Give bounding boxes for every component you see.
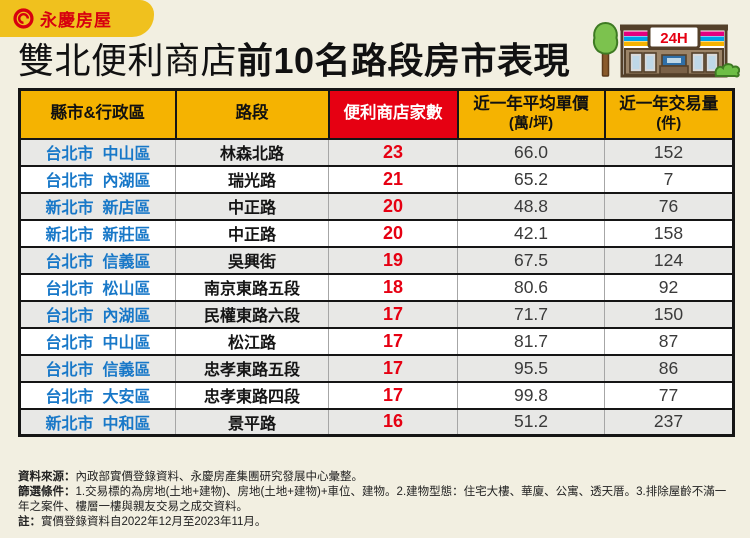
cell-avg-price: 42.1 [457,218,605,247]
brand-badge: 永慶房屋 [0,0,154,37]
cell-avg-price: 66.0 [457,137,605,166]
cell-road: 松江路 [175,326,329,355]
cell-volume: 152 [604,137,734,166]
cell-road: 吳興街 [175,245,329,274]
table-row: 台北市 大安區 忠孝東路四段 17 99.8 77 [19,380,734,409]
tree-icon [592,21,619,77]
cell-store-count: 18 [328,272,458,301]
footnotes: 資料來源：內政部實價登錄資料、永慶房產集團研究發展中心彙整。篩選條件：1.交易標… [18,470,734,530]
cell-city-district: 台北市 內湖區 [19,299,176,328]
cell-store-count: 21 [328,164,458,193]
cell-avg-price: 80.6 [457,272,605,301]
col-header-store-count: 便利商店家數 [327,88,459,140]
cell-city-district: 台北市 松山區 [19,272,176,301]
cell-volume: 158 [604,218,734,247]
cell-store-count: 20 [328,218,458,247]
cell-volume: 76 [604,191,734,220]
cell-city-district: 新北市 中和區 [19,407,176,436]
title-bold-part: 前10名路段房市表現 [237,40,571,81]
table-header-row: 縣市&行政區 路段 便利商店家數 近一年平均單價 (萬/坪) 近一年交易量 (件) [18,88,735,140]
cell-store-count: 19 [328,245,458,274]
cell-avg-price: 51.2 [457,407,605,436]
cell-city-district: 台北市 大安區 [19,380,176,409]
cell-volume: 87 [604,326,734,355]
yungching-logo-icon [13,8,34,29]
bush-icon [714,63,740,78]
cell-road: 中正路 [175,218,329,247]
title-regular-part: 雙北便利商店 [18,40,238,81]
table-row: 新北市 新店區 中正路 20 48.8 76 [19,191,734,220]
ranking-table: 縣市&行政區 路段 便利商店家數 近一年平均單價 (萬/坪) 近一年交易量 (件) … [18,88,735,437]
cell-city-district: 台北市 信義區 [19,245,176,274]
cell-store-count: 17 [328,326,458,355]
cell-road: 民權東路六段 [175,299,329,328]
cell-road: 林森北路 [175,137,329,166]
cell-volume: 77 [604,380,734,409]
footnote-line: 篩選條件：1.交易標的為房地(土地+建物)、房地(土地+建物)+車位、建物。2.… [18,486,727,513]
table-body: 台北市 中山區 林森北路 23 66.0 152 台北市 內湖區 瑞光路 21 65.2 7 新北市 新店… [19,137,734,436]
col-header-volume: 近一年交易量 (件) [603,88,735,140]
table-row: 新北市 中和區 景平路 16 51.2 237 [19,407,734,436]
cell-volume: 7 [604,164,734,193]
cell-city-district: 新北市 新店區 [19,191,176,220]
cell-city-district: 台北市 中山區 [19,137,176,166]
cell-store-count: 17 [328,380,458,409]
cell-road: 忠孝東路五段 [175,353,329,382]
cell-city-district: 台北市 中山區 [19,326,176,355]
cell-volume: 92 [604,272,734,301]
cell-avg-price: 71.7 [457,299,605,328]
cell-road: 忠孝東路四段 [175,380,329,409]
table-row: 台北市 內湖區 瑞光路 21 65.2 7 [19,164,734,193]
cell-avg-price: 67.5 [457,245,605,274]
cell-store-count: 17 [328,353,458,382]
cell-volume: 124 [604,245,734,274]
cell-store-count: 16 [328,407,458,436]
table-row: 台北市 內湖區 民權東路六段 17 71.7 150 [19,299,734,328]
table-row: 台北市 松山區 南京東路五段 18 80.6 92 [19,272,734,301]
page-title: 雙北便利商店前10名路段房市表現 [18,32,570,84]
cell-volume: 237 [604,407,734,436]
cell-city-district: 台北市 內湖區 [19,164,176,193]
footnote-line: 註：實價登錄資料自2022年12月至2023年11月。 [18,516,267,528]
cell-avg-price: 48.8 [457,191,605,220]
cell-volume: 150 [604,299,734,328]
cell-city-district: 新北市 新莊區 [19,218,176,247]
cell-road: 中正路 [175,191,329,220]
cell-store-count: 17 [328,299,458,328]
convenience-store-illustration: 24H [592,21,740,78]
cell-avg-price: 99.8 [457,380,605,409]
table-row: 台北市 信義區 吳興街 19 67.5 124 [19,245,734,274]
cell-city-district: 台北市 信義區 [19,353,176,382]
cell-volume: 86 [604,353,734,382]
store-building: 24H [620,24,728,78]
table-row: 台北市 信義區 忠孝東路五段 17 95.5 86 [19,353,734,382]
table-row: 新北市 新莊區 中正路 20 42.1 158 [19,218,734,247]
table-row: 台北市 中山區 松江路 17 81.7 87 [19,326,734,355]
cell-road: 南京東路五段 [175,272,329,301]
col-header-city-district: 縣市&行政區 [18,88,177,140]
brand-name: 永慶房屋 [40,11,112,30]
col-header-avg-price: 近一年平均單價 (萬/坪) [456,88,606,140]
footnote-line: 資料來源：內政部實價登錄資料、永慶房產集團研究發展中心彙整。 [18,471,363,483]
table-row: 台北市 中山區 林森北路 23 66.0 152 [19,137,734,166]
store-sign-text: 24H [660,30,688,47]
cell-store-count: 20 [328,191,458,220]
cell-avg-price: 81.7 [457,326,605,355]
col-header-road: 路段 [174,88,330,140]
cell-avg-price: 65.2 [457,164,605,193]
cell-road: 瑞光路 [175,164,329,193]
cell-avg-price: 95.5 [457,353,605,382]
cell-road: 景平路 [175,407,329,436]
cell-store-count: 23 [328,137,458,166]
